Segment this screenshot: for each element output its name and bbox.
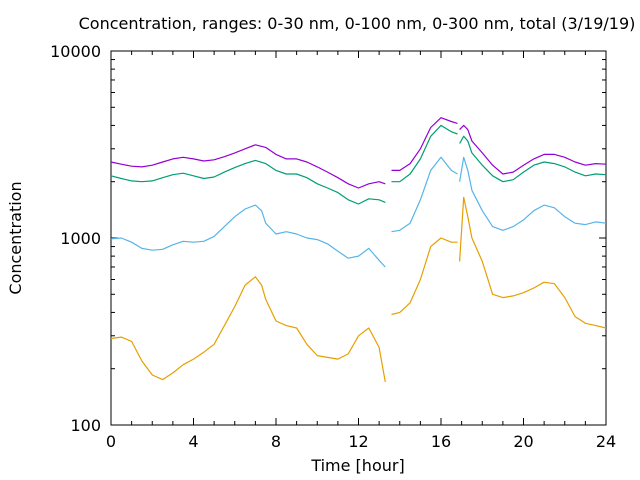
series-4-line-segment-2: [391, 237, 458, 316]
tick-labels: 0 4 8 12 16 20 24 100 1000 10000: [50, 42, 616, 451]
series-4-line-segment-1: [110, 276, 386, 383]
series-3-line-segment-1: [110, 204, 386, 268]
x-tick-label: 20: [513, 432, 533, 451]
y-tick-label: 100: [70, 416, 101, 435]
y-tick-label: 10000: [50, 42, 101, 61]
x-tick-label: 0: [106, 432, 116, 451]
series-2-line-segment-1: [110, 159, 386, 205]
series-lines: [110, 117, 607, 383]
y-tick-label: 1000: [60, 229, 101, 248]
series-1-line-segment-3: [459, 124, 607, 175]
y-axis-label: Concentration: [6, 181, 25, 294]
x-axis-label: Time [hour]: [310, 456, 404, 475]
series-3-line-segment-3: [459, 156, 607, 231]
x-tick-label: 16: [431, 432, 451, 451]
plot-frame: [110, 50, 607, 426]
series-2-line-segment-2: [391, 124, 458, 183]
series-3-line-segment-2: [391, 156, 458, 233]
series-1-line-segment-2: [391, 117, 458, 171]
series-2-line-segment-3: [459, 135, 607, 183]
x-tick-label: 4: [188, 432, 198, 451]
x-tick-label: 24: [596, 432, 616, 451]
x-tick-label: 12: [348, 432, 368, 451]
axis-ticks: [110, 50, 607, 426]
x-tick-label: 8: [271, 432, 281, 451]
series-4-line-segment-3: [459, 196, 607, 329]
chart-title: Concentration, ranges: 0-30 nm, 0-100 nm…: [79, 14, 636, 33]
series-1-line-segment-1: [110, 144, 386, 189]
